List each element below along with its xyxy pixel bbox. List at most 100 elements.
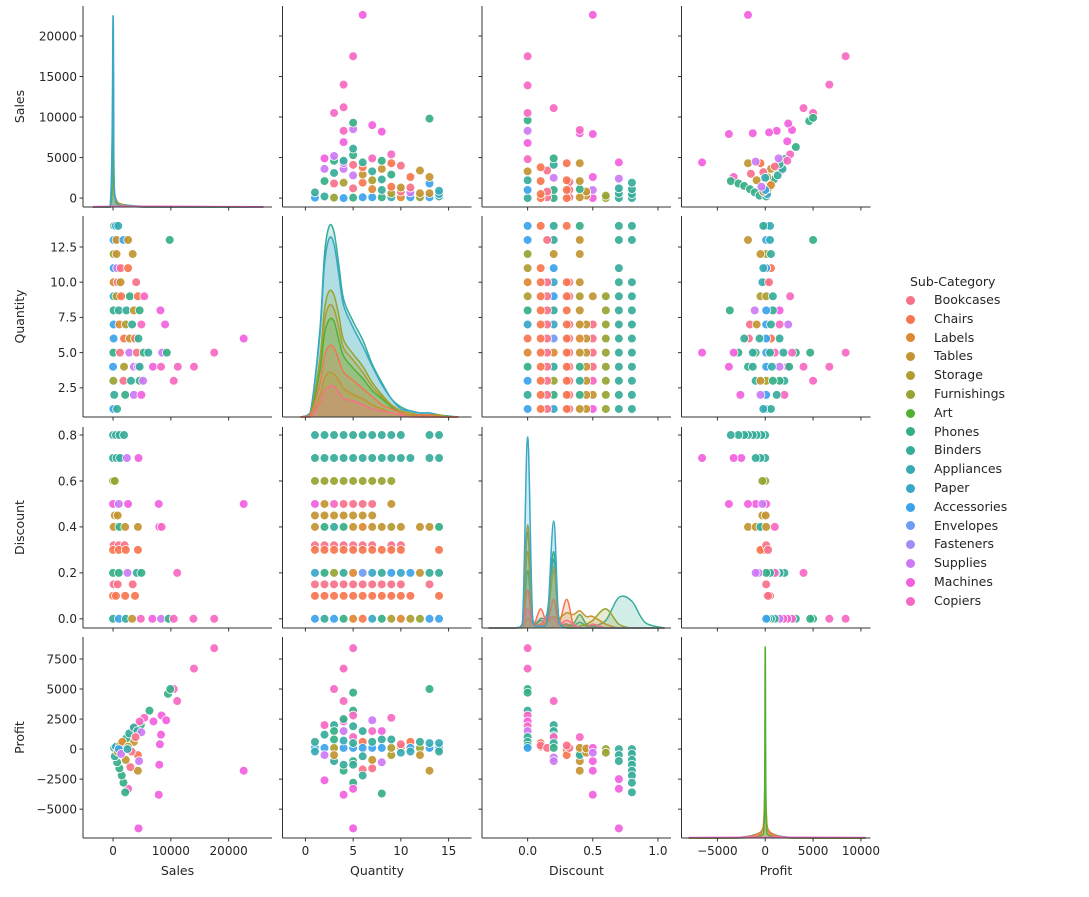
point-binders (614, 404, 624, 414)
point-machines (319, 775, 330, 786)
point-phones (424, 113, 435, 124)
kde-binders-fill (488, 559, 665, 628)
point-machines (136, 390, 147, 400)
point-tables (424, 188, 435, 199)
point-binders (319, 453, 330, 463)
legend-item-fasteners: Fasteners (904, 535, 1007, 554)
point-binders (348, 721, 358, 732)
y-tick-label: 0 (69, 191, 77, 205)
point-bookcases (396, 160, 406, 171)
point-chairs (561, 291, 572, 302)
legend-marker-icon (906, 408, 915, 418)
kde-storage-fill (300, 304, 459, 417)
point-machines (357, 10, 368, 20)
point-storage (405, 614, 416, 624)
legend-item-envelopes: Envelopes (904, 517, 1007, 536)
point-machines (319, 153, 330, 164)
point-bookcases (348, 160, 358, 170)
kde-art-fill (688, 647, 866, 838)
point-copiers (824, 79, 835, 90)
point-machines (367, 120, 378, 130)
point-phones (348, 192, 358, 203)
kde-paper-line (300, 236, 459, 418)
point-binders (434, 568, 444, 578)
legend-label: Labels (934, 329, 975, 345)
point-tables (574, 404, 585, 414)
point-chairs (561, 333, 572, 344)
point-bookcases (329, 579, 339, 590)
point-tables (319, 510, 330, 521)
point-copiers (319, 720, 330, 730)
point-binders (338, 453, 349, 463)
point-binders (348, 759, 358, 770)
legend-label: Bookcases (934, 292, 1001, 307)
point-chairs (310, 545, 320, 555)
point-binders (348, 430, 358, 440)
point-supplies (329, 151, 339, 161)
point-furnishings (386, 476, 397, 486)
point-labels (367, 184, 378, 194)
kde-paper-fill (92, 15, 264, 207)
point-chairs (561, 185, 572, 195)
point-furnishings (109, 476, 120, 486)
point-phones (376, 614, 387, 624)
point-binders (548, 221, 559, 231)
point-chairs (367, 591, 378, 601)
y-tick-label: 10000 (39, 110, 77, 124)
point-phones (120, 787, 130, 798)
x-tick-label: 0.0 (518, 844, 537, 858)
panel-discount-vs-sales: 0.0 0.2 0.4 0.6 0.8 (58, 427, 272, 632)
point-machines (376, 726, 387, 736)
point-accessories (522, 743, 533, 753)
point-binders (396, 453, 406, 463)
point-binders (126, 376, 136, 386)
point-binders (367, 166, 378, 177)
point-copiers (522, 108, 533, 118)
point-binders (614, 347, 624, 358)
point-supplies (755, 390, 766, 400)
point-tables (587, 291, 598, 302)
point-binders (614, 319, 624, 330)
legend-marker-icon (906, 483, 915, 493)
point-chairs (535, 176, 546, 186)
point-chairs (130, 591, 140, 601)
point-binders (348, 738, 358, 748)
point-machines (238, 765, 249, 776)
point-binders (627, 347, 637, 358)
point-envelopes (357, 568, 368, 578)
point-binders (338, 568, 349, 578)
point-appliances (396, 747, 406, 758)
point-binders (319, 430, 330, 440)
legend-item-tables: Tables (904, 347, 1007, 366)
point-copiers (172, 696, 183, 706)
legend-label: Binders (934, 442, 982, 458)
point-bookcases (561, 740, 572, 751)
y-tick-label: 7.5 (58, 311, 77, 325)
point-furnishings (108, 376, 119, 386)
point-machines (148, 716, 159, 727)
point-tables (127, 614, 137, 624)
point-bookcases (319, 579, 330, 590)
point-accessories (338, 193, 349, 203)
point-tables (751, 319, 762, 330)
point-chairs (367, 545, 378, 555)
point-tables (755, 376, 766, 386)
point-binders (747, 361, 758, 372)
legend-marker-icon (906, 352, 915, 362)
point-labels (574, 333, 585, 344)
point-binders (627, 177, 637, 188)
point-binders (143, 347, 154, 358)
point-furnishings (357, 476, 368, 486)
point-machines (133, 453, 144, 463)
point-chairs (561, 305, 572, 316)
point-appliances (310, 746, 320, 757)
point-chairs (376, 545, 387, 555)
kde-furnishings-fill (92, 143, 264, 207)
point-chairs (405, 591, 416, 601)
legend-item-storage: Storage (904, 366, 1007, 385)
point-chairs (386, 545, 397, 555)
point-bookcases (338, 499, 349, 509)
point-chairs (535, 263, 546, 273)
point-phones (791, 142, 801, 152)
point-binders (766, 249, 776, 259)
